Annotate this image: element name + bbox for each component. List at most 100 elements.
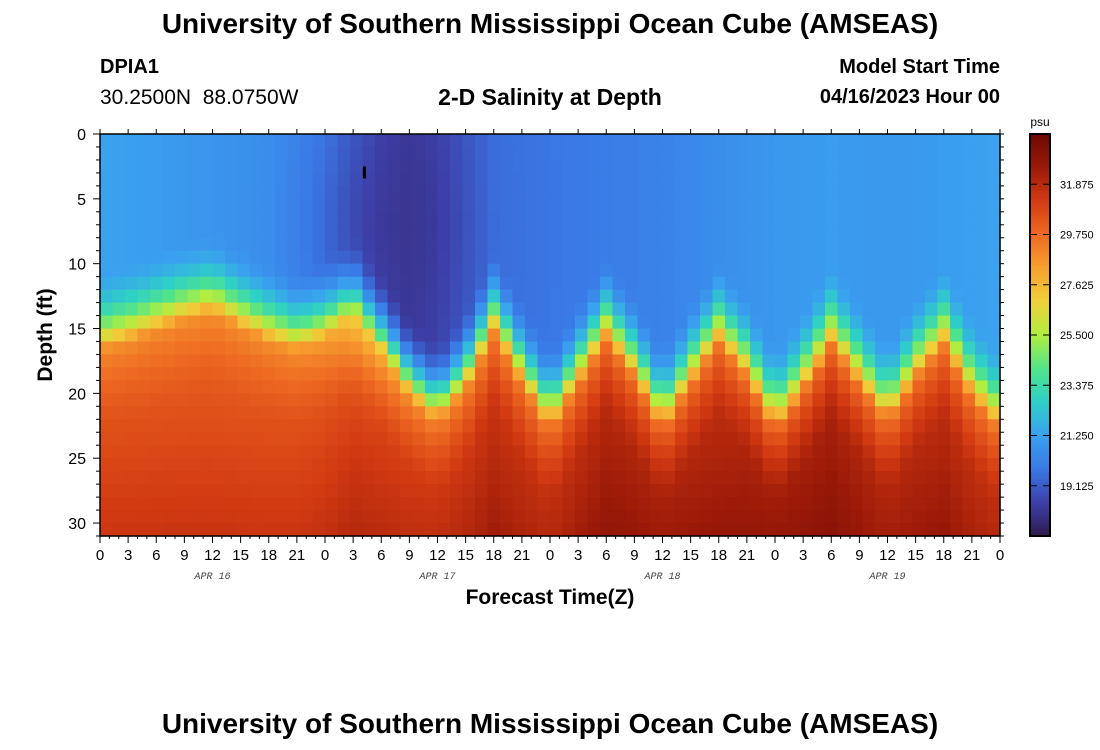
colorbar-tick-label: 25.500	[1060, 330, 1094, 342]
heatmap-cell	[337, 445, 351, 459]
heatmap-cell	[800, 380, 814, 394]
heatmap-cell	[787, 289, 801, 304]
heatmap-cell	[525, 134, 539, 148]
heatmap-cell	[962, 419, 976, 433]
heatmap-cell	[562, 172, 576, 187]
heatmap-cell	[787, 328, 801, 343]
heatmap-cell	[150, 211, 164, 226]
heatmap-cell	[437, 211, 451, 226]
footer-title: University of Southern Mississippi Ocean…	[161, 708, 939, 739]
heatmap-cell	[262, 185, 276, 200]
heatmap-cell	[112, 263, 126, 278]
heatmap-cell	[725, 302, 739, 317]
heatmap-cell	[787, 185, 801, 200]
heatmap-cell	[200, 328, 214, 343]
heatmap-cell	[162, 134, 176, 148]
heatmap-cell	[750, 458, 764, 472]
heatmap-cell	[350, 198, 364, 213]
heatmap-cell	[362, 198, 376, 213]
heatmap-cell	[700, 341, 714, 356]
heatmap-cell	[887, 263, 901, 278]
heatmap-cell	[525, 185, 539, 200]
heatmap-cell	[862, 445, 876, 459]
heatmap-cell	[912, 237, 926, 252]
heatmap-cell	[837, 302, 851, 317]
heatmap-cell	[537, 497, 551, 511]
heatmap-cell	[487, 224, 501, 239]
heatmap-cell	[625, 354, 639, 369]
heatmap-cell	[487, 445, 501, 459]
heatmap-cell	[325, 302, 339, 317]
heatmap-cell	[775, 380, 789, 394]
heatmap-cell	[175, 211, 189, 226]
heatmap-cell	[825, 484, 839, 498]
heatmap-cell	[637, 471, 651, 485]
heatmap-cell	[312, 263, 326, 278]
heatmap-cell	[300, 289, 314, 304]
heatmap-cell	[487, 263, 501, 278]
heatmap-cell	[487, 484, 501, 498]
heatmap-cell	[912, 341, 926, 356]
heatmap-cell	[412, 367, 426, 381]
heatmap-cell	[700, 146, 714, 161]
heatmap-cell	[675, 289, 689, 304]
heatmap-cell	[437, 523, 451, 537]
heatmap-cell	[950, 250, 964, 265]
heatmap-cell	[325, 263, 339, 278]
heatmap-cell	[112, 302, 126, 317]
heatmap-cell	[725, 276, 739, 291]
heatmap-cell	[175, 445, 189, 459]
heatmap-cell	[537, 510, 551, 524]
heatmap-cell	[175, 380, 189, 394]
x-tick-label: 9	[630, 547, 638, 564]
heatmap-cell	[575, 159, 589, 174]
heatmap-cell	[850, 523, 864, 537]
heatmap-cell	[575, 406, 589, 420]
heatmap-cell	[750, 289, 764, 304]
x-tick-label: 12	[204, 547, 221, 564]
heatmap-cell	[775, 406, 789, 420]
heatmap-cell	[387, 523, 401, 537]
heatmap-cell	[412, 471, 426, 485]
heatmap-cell	[337, 419, 351, 433]
heatmap-cell	[887, 198, 901, 213]
heatmap-cell	[775, 315, 789, 330]
heatmap-cell	[500, 458, 514, 472]
heatmap-cell	[637, 406, 651, 420]
heatmap-cell	[437, 134, 451, 148]
heatmap-cell	[562, 328, 576, 343]
heatmap-cell	[475, 211, 489, 226]
heatmap-cell	[225, 523, 239, 537]
heatmap-cell	[812, 146, 826, 161]
heatmap-cell	[225, 134, 239, 148]
heatmap-cell	[512, 328, 526, 343]
heatmap-cell	[775, 510, 789, 524]
heatmap-cell	[450, 302, 464, 317]
heatmap-cell	[325, 510, 339, 524]
heatmap-cell	[775, 328, 789, 343]
heatmap-cell	[650, 185, 664, 200]
heatmap-cell	[975, 510, 989, 524]
heatmap-cell	[987, 276, 1001, 291]
heatmap-cell	[125, 134, 139, 148]
heatmap-cell	[287, 393, 301, 407]
heatmap-cell	[600, 172, 614, 187]
heatmap-cell	[312, 250, 326, 265]
heatmap-cell	[400, 341, 414, 356]
heatmap-cell	[675, 263, 689, 278]
heatmap-cell	[475, 237, 489, 252]
heatmap-cell	[125, 315, 139, 330]
heatmap-cell	[375, 510, 389, 524]
heatmap-cell	[325, 497, 339, 511]
heatmap-cell	[225, 419, 239, 433]
heatmap-cell	[600, 198, 614, 213]
heatmap-cell	[700, 263, 714, 278]
heatmap-cell	[525, 276, 539, 291]
heatmap-cell	[825, 341, 839, 356]
heatmap-cell	[875, 354, 889, 369]
heatmap-cell	[375, 393, 389, 407]
heatmap-cell	[262, 419, 276, 433]
heatmap-cell	[312, 484, 326, 498]
heatmap-cell	[937, 393, 951, 407]
heatmap-cell	[550, 354, 564, 369]
